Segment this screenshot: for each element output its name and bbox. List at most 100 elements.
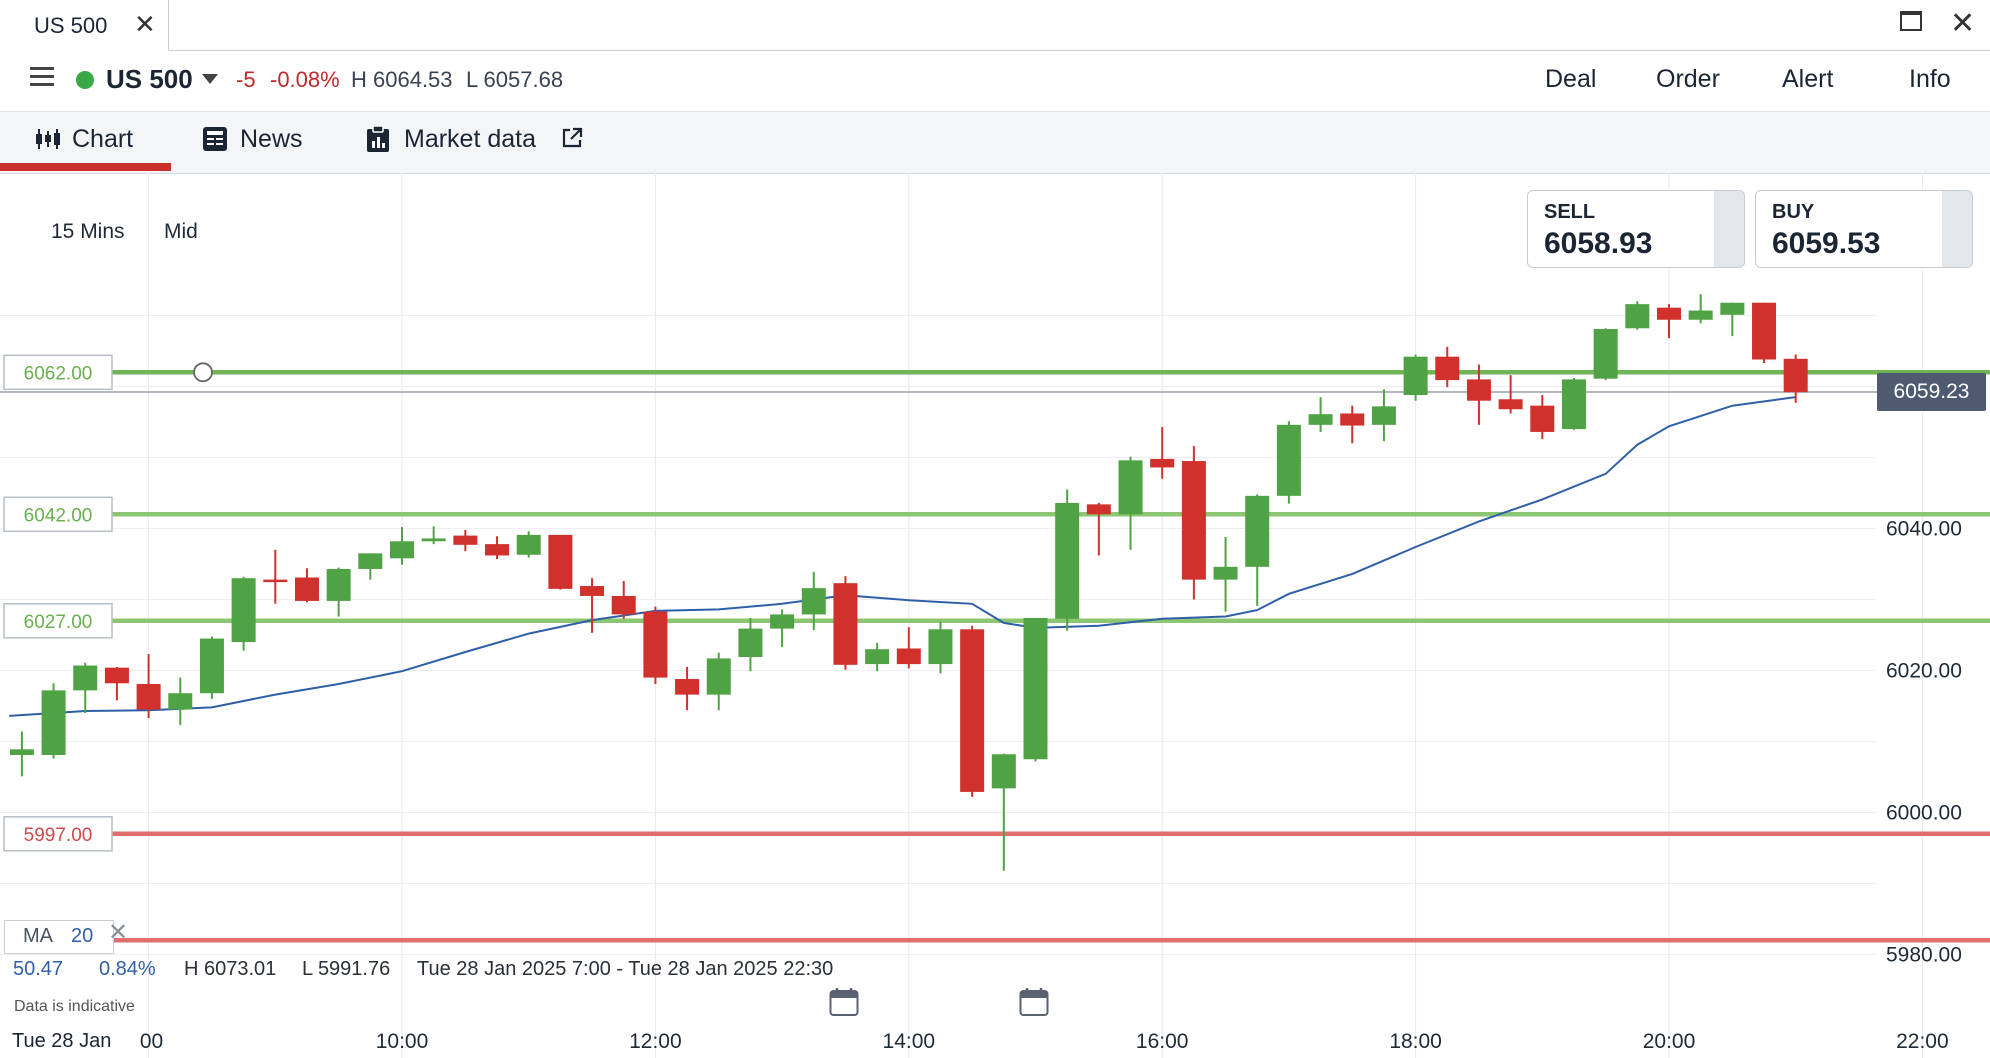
candle-body xyxy=(1530,405,1555,432)
x-axis-tick-label: 12:00 xyxy=(629,1030,682,1053)
candle-body xyxy=(485,544,510,556)
maximize-icon[interactable] xyxy=(1900,11,1922,31)
alert-drag-handle xyxy=(193,362,213,383)
alert-level-label: 6062.00 xyxy=(24,363,93,384)
candle-body xyxy=(1023,617,1048,760)
candle-body xyxy=(896,648,921,665)
x-axis-tick-label: 14:00 xyxy=(883,1030,936,1053)
alert-level-tag xyxy=(3,603,113,639)
window-title-bar xyxy=(0,0,1990,51)
candlestick-chart-icon xyxy=(34,127,62,151)
range-low: L 5991.76 xyxy=(302,958,391,980)
candle-body xyxy=(73,665,98,691)
crosshair-date-label: Tue 28 Jan xyxy=(0,1026,140,1058)
candle-body xyxy=(326,568,351,601)
ma-remove-icon[interactable]: ✕ xyxy=(108,919,129,946)
candle-body xyxy=(675,679,700,695)
candle-body xyxy=(580,586,605,596)
alert-level-tag xyxy=(3,496,113,533)
day-high: H 6064.53 xyxy=(351,67,453,92)
candle-body xyxy=(1276,424,1301,496)
candle-body xyxy=(1086,504,1111,515)
day-low: L 6057.68 xyxy=(466,67,564,92)
candle-body xyxy=(1435,356,1460,381)
ma-value: 50.47 xyxy=(13,958,64,980)
x-axis-tick-label: 18:00 xyxy=(1389,1030,1442,1053)
window-close-icon[interactable]: ✕ xyxy=(1950,7,1976,40)
candle-body xyxy=(390,541,414,559)
candle-body xyxy=(865,649,890,665)
candle-body xyxy=(706,658,731,695)
price-change-percent: -0.08% xyxy=(270,67,340,92)
price-change: -5 xyxy=(236,67,256,92)
market-status-icon xyxy=(76,71,94,89)
tab-close-icon[interactable]: ✕ xyxy=(134,9,156,39)
candle-body xyxy=(1213,566,1238,580)
candle-body xyxy=(1625,304,1650,329)
news-icon xyxy=(202,126,228,152)
info-button[interactable]: Info xyxy=(1909,65,1951,93)
window-tab[interactable] xyxy=(0,0,169,51)
deal-button[interactable]: Deal xyxy=(1545,65,1597,93)
candle-body xyxy=(770,614,795,629)
candle-body xyxy=(1118,460,1143,515)
candle-body xyxy=(643,611,668,678)
instrument-bar xyxy=(0,51,1990,110)
nav-tabs xyxy=(0,111,1990,174)
y-axis-tick-label: 6040.00 xyxy=(1886,518,1962,541)
candle-body xyxy=(1181,461,1206,580)
tab-chart[interactable]: Chart xyxy=(72,125,134,153)
price-chart[interactable]: 6040.00 6020.00 6000.00 5980.00:00 10:00 12:0… xyxy=(0,173,1990,1058)
ma-indicator-label[interactable]: MA 20 xyxy=(4,920,114,954)
x-axis-tick-label: :00 xyxy=(134,1030,163,1053)
y-axis-tick-label: 6020.00 xyxy=(1886,660,1962,683)
alert-button[interactable]: Alert xyxy=(1782,65,1834,93)
candle-body xyxy=(738,628,763,658)
candle-body xyxy=(1593,328,1618,379)
order-button[interactable]: Order xyxy=(1656,65,1720,93)
calendar-event-icon[interactable] xyxy=(829,987,859,1017)
buy-side-strip xyxy=(1942,191,1972,267)
candle-body xyxy=(611,595,636,615)
interval-selector[interactable]: 15 Mins xyxy=(51,220,125,243)
candle-body xyxy=(833,583,858,665)
sell-quote-button[interactable]: SELL 6058.93 xyxy=(1527,190,1745,268)
candle-body xyxy=(421,538,446,542)
instrument-name[interactable]: US 500 xyxy=(106,64,193,94)
y-axis-tick-label: 6000.00 xyxy=(1886,802,1962,825)
tab-market-data[interactable]: Market data xyxy=(404,125,537,153)
candle-body xyxy=(453,535,478,545)
candle-body xyxy=(1657,307,1681,320)
calendar-event-icon[interactable] xyxy=(1019,987,1049,1017)
moving-average-line xyxy=(9,396,1796,717)
candle-body xyxy=(801,588,826,615)
candle-body xyxy=(1371,406,1396,425)
tab-news[interactable]: News xyxy=(240,125,303,153)
candle-body xyxy=(358,553,383,569)
range-high: H 6073.01 xyxy=(184,958,277,980)
candle-body xyxy=(1498,399,1523,410)
candle-body xyxy=(104,667,129,684)
candle-body xyxy=(1783,358,1808,393)
buy-quote-button[interactable]: BUY 6059.53 xyxy=(1755,190,1973,268)
candle-body xyxy=(1466,379,1491,401)
ma-indicator-name: MA xyxy=(23,925,53,947)
candle-body xyxy=(294,577,319,601)
range-dates: Tue 28 Jan 2025 7:00 - Tue 28 Jan 2025 2… xyxy=(417,958,834,980)
data-disclaimer: Data is indicative xyxy=(14,998,135,1015)
y-axis-tick-label: 5980.00 xyxy=(1886,944,1962,967)
candle-body xyxy=(1308,414,1333,425)
external-link-icon[interactable] xyxy=(561,127,583,149)
alert-level-tag xyxy=(3,816,113,852)
alert-level-label: 6027.00 xyxy=(24,612,93,633)
price-mode-selector[interactable]: Mid xyxy=(164,220,198,243)
x-axis-tick-label: 20:00 xyxy=(1643,1030,1696,1053)
candle-body xyxy=(1688,310,1713,320)
candle-body xyxy=(231,578,256,643)
instrument-dropdown-icon[interactable] xyxy=(202,74,218,84)
candle-body xyxy=(1561,379,1586,430)
candle-body xyxy=(548,534,573,589)
hamburger-menu-icon[interactable] xyxy=(30,67,54,87)
ma-value-percent: 0.84% xyxy=(99,958,156,980)
buy-price: 6059.53 xyxy=(1772,227,1881,260)
